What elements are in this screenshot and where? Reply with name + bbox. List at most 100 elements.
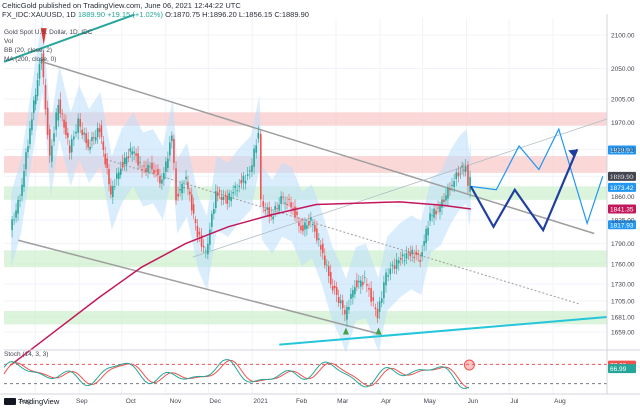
y-tick-label: 2005.00 [611,96,635,103]
stoch-tag-bg [608,364,636,374]
candle-body [348,307,350,310]
candle-body [423,241,425,246]
last-price: 1889.90 [77,10,105,19]
tradingview-footer[interactable]: TradingView [4,397,59,406]
candle-body [387,275,389,277]
support-zone [4,310,607,325]
candle-body [91,136,93,141]
candle-body [391,264,394,266]
candle-body [437,207,439,209]
candle-body [425,229,427,244]
price-tag: 1841.35 [608,204,636,214]
candle-body [257,132,260,139]
candle-body [268,207,270,217]
candle-body [175,168,177,201]
candle-body [189,191,191,195]
candle-body [242,175,245,183]
buy-arrow-icon [375,327,382,335]
candle-body [441,199,443,208]
candle-body [55,112,57,130]
candle-body [308,221,310,226]
candle-body [155,170,157,172]
projection-alt-path [470,127,604,226]
candle-body [439,205,441,213]
candle-body [19,200,21,202]
candle-body [234,185,236,189]
candle-body [464,166,467,172]
candle-body [451,184,453,187]
candle-body [341,300,344,309]
symbol-info: FX_IDC:XAUUSD, 1D 1889.90 +19.15 (+1.02%… [2,10,309,19]
candle-body [312,223,314,226]
candle-body [445,195,447,201]
candle-body [346,306,348,320]
candle-body [304,222,306,230]
candle-body [79,119,81,127]
candle-body [198,231,201,235]
candle-body [335,287,338,295]
channel-upper-line [42,61,595,235]
candle-body [350,293,352,299]
tradingview-logo-icon [4,398,16,405]
candle-body [145,168,147,173]
y-tick-label: 1930.00 [611,147,635,154]
candles [11,49,471,327]
teal-support-line [279,316,608,346]
candle-body [244,180,247,184]
candle-body [218,190,221,192]
x-tick-label: Jul [510,398,519,405]
candle-body [112,186,114,198]
candle-body [453,181,455,188]
price-tag-label: 1873.42 [610,185,634,192]
candle-body [354,287,356,295]
candle-body [125,157,128,165]
candle-body [433,208,435,218]
candle-body [127,156,130,159]
candle-body [443,199,445,203]
resistance-zone [4,112,607,126]
candle-body [457,172,460,177]
candle-body [133,151,135,154]
candle-body [262,201,265,207]
candle-body [411,249,413,255]
candle-body [318,238,320,240]
candle-body [147,164,149,173]
candle-body [63,119,65,128]
y-tick-label: 1790.00 [611,241,635,248]
candle-body [94,137,97,141]
candle-body [302,225,304,232]
candle-body [467,164,469,186]
candle-body [356,280,358,288]
price-tag-label: 1817.93 [610,222,634,229]
candle-body [17,199,19,214]
candle-body [366,284,368,286]
candle-body [141,169,143,171]
candle-body [421,252,423,257]
candle-body [53,133,55,142]
candle-body [51,145,53,162]
x-tick-label: Apr [381,398,392,405]
candle-body [290,202,292,208]
candle-body [135,153,137,156]
candle-body [415,251,417,255]
bb-legend: BB (20, close, 2) [4,47,53,54]
candle-body [48,129,51,156]
volume-legend: Vol [4,38,14,45]
candle-body [358,280,360,283]
candle-body [207,243,209,255]
candle-body [129,148,132,152]
ohlc-values: O:1870.75 H:1896.20 L:1856.15 C:1889.90 [165,10,309,19]
candle-body [331,286,334,291]
candle-body [137,153,139,166]
candle-body [110,185,112,195]
x-tick-label: May [424,398,437,405]
candle-body [106,158,108,168]
candle-body [68,145,71,153]
candle-body [85,133,87,144]
candle-body [274,206,276,210]
price-tag-label: 1841.35 [610,207,634,214]
price-tag: 1928.91 [608,145,636,155]
candle-body [327,266,330,276]
candle-body [87,139,89,148]
